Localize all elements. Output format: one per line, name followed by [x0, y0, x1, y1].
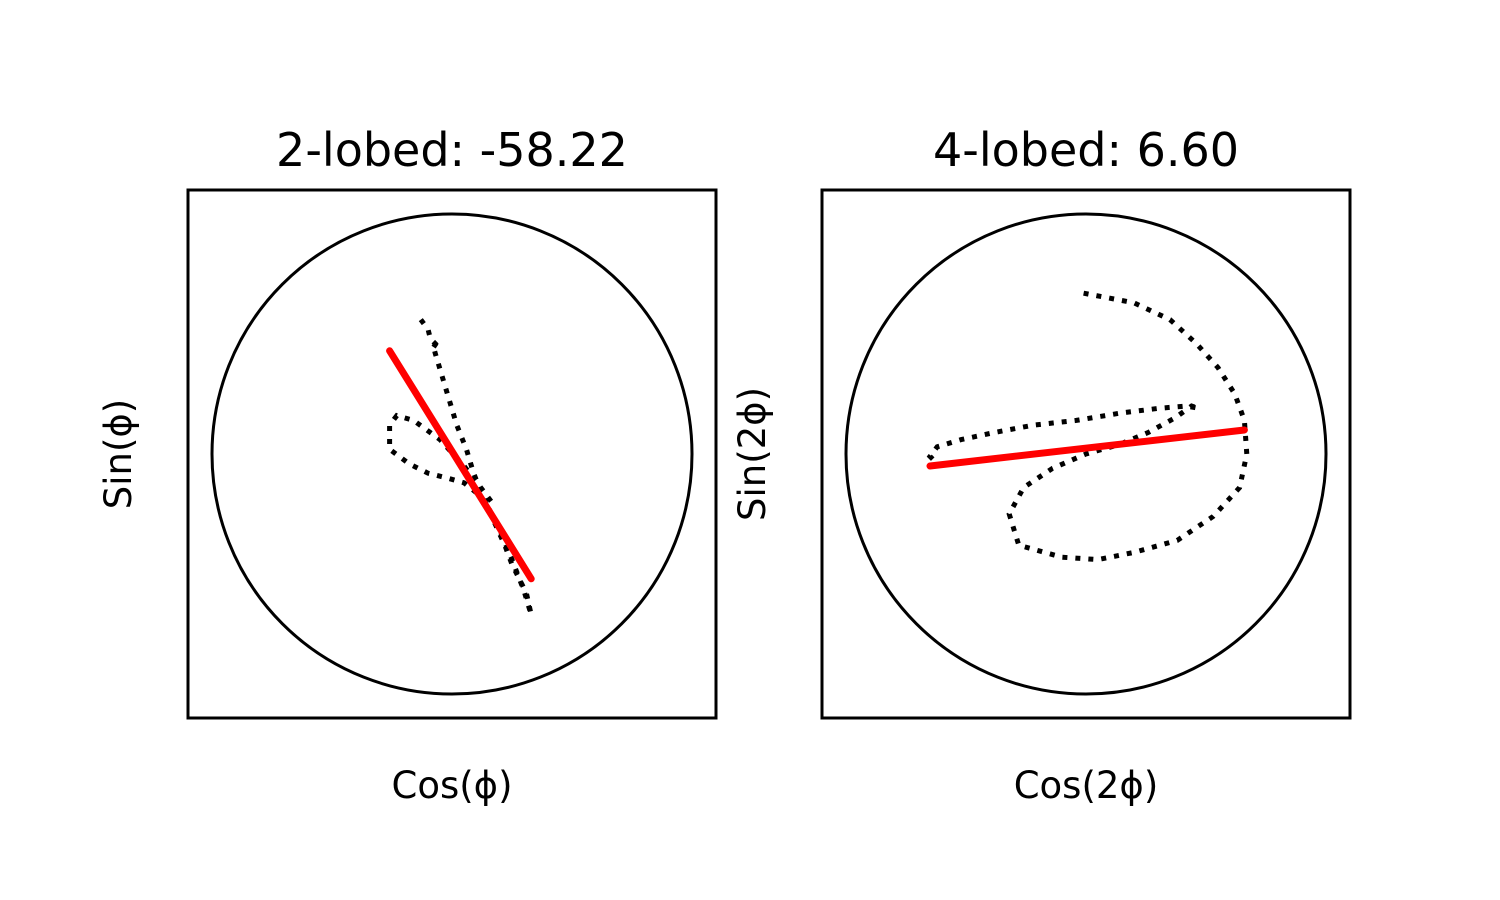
orientation-trace-line	[387, 318, 534, 616]
x-axis-label: Cos(ϕ)	[391, 764, 512, 807]
x-axis-label: Cos(2ϕ)	[1014, 764, 1159, 807]
fit-line	[386, 347, 535, 583]
unit-circle	[844, 212, 1328, 696]
orientation-trace-line	[926, 290, 1250, 563]
fit-line	[926, 426, 1248, 470]
y-axis-label: Sin(ϕ)	[97, 399, 140, 510]
plot-frame	[186, 188, 718, 720]
panel-title: 2-lobed: -58.22	[276, 123, 628, 177]
y-axis-label: Sin(2ϕ)	[731, 387, 774, 521]
plot-frame	[820, 188, 1352, 720]
panel-title: 4-lobed: 6.60	[933, 123, 1239, 177]
panel-4-lobed: 4-lobed: 6.60 Cos(2ϕ) Sin(2ϕ)	[731, 123, 1352, 807]
unit-circle	[210, 212, 694, 696]
plot-area	[926, 290, 1250, 563]
plot-area	[386, 318, 535, 616]
panel-2-lobed: 2-lobed: -58.22 Cos(ϕ) Sin(ϕ)	[97, 123, 718, 807]
